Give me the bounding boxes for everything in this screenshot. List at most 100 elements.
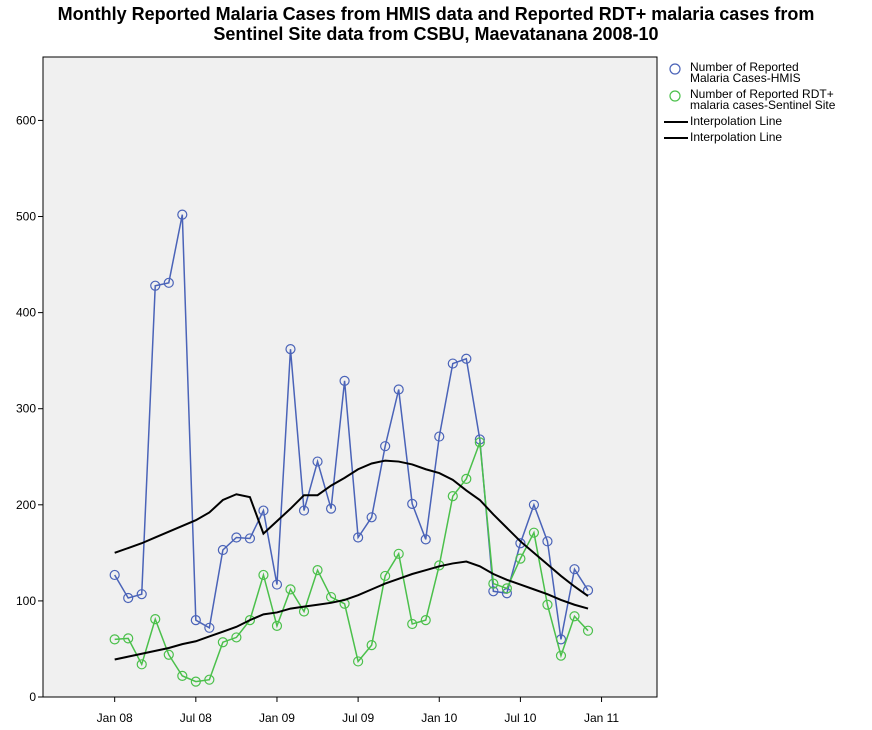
data-point xyxy=(434,431,445,442)
data-point xyxy=(325,591,337,603)
data-line xyxy=(114,442,589,683)
y-tick-label: 500 xyxy=(16,210,36,224)
data-point xyxy=(339,375,350,386)
legend-marker xyxy=(669,90,681,102)
data-point xyxy=(528,527,540,538)
data-point xyxy=(150,614,161,625)
data-point xyxy=(461,353,472,364)
data-point xyxy=(407,498,418,509)
legend-icon xyxy=(664,137,688,139)
data-point xyxy=(298,505,310,516)
data-point xyxy=(123,592,134,604)
data-point xyxy=(177,670,188,681)
chart-title: Monthly Reported Malaria Cases from HMIS… xyxy=(57,4,815,44)
legend-icon xyxy=(669,63,681,75)
data-point xyxy=(190,615,201,626)
x-tick-label: Jan 08 xyxy=(97,711,133,725)
data-point xyxy=(244,533,256,544)
legend-label: Interpolation Line xyxy=(690,114,783,128)
data-point xyxy=(380,441,391,452)
data-point xyxy=(393,548,404,559)
y-tick-label: 600 xyxy=(16,113,36,127)
data-point xyxy=(325,503,337,514)
data-point xyxy=(258,569,269,581)
legend-item: Interpolation Line xyxy=(664,130,869,144)
data-point xyxy=(177,209,188,220)
data-point xyxy=(380,570,391,582)
data-point xyxy=(271,579,283,590)
data-point xyxy=(150,280,161,291)
data-point xyxy=(217,637,228,648)
data-point xyxy=(420,534,431,545)
data-point xyxy=(312,565,323,576)
data-point xyxy=(515,538,526,549)
data-point xyxy=(393,384,404,395)
legend-icon xyxy=(664,121,688,123)
data-point xyxy=(136,659,147,670)
x-tick-label: Jan 10 xyxy=(421,711,457,725)
x-tick-label: Jul 08 xyxy=(180,711,212,725)
data-point xyxy=(109,634,120,645)
x-tick-label: Jan 09 xyxy=(259,711,295,725)
legend-item: Interpolation Line xyxy=(664,114,869,128)
data-point xyxy=(542,536,553,547)
data-point xyxy=(258,505,269,516)
interpolation-line xyxy=(114,560,589,661)
data-point xyxy=(569,564,580,575)
data-point xyxy=(353,532,364,543)
data-point xyxy=(109,569,120,581)
data-point xyxy=(353,656,364,667)
interpolation-line xyxy=(114,459,589,597)
data-point xyxy=(312,456,323,467)
legend: Number of Reported Malaria Cases-HMIS Num… xyxy=(664,60,869,148)
data-point xyxy=(582,585,594,596)
legend-item: Number of Reported RDT+ malaria cases-Se… xyxy=(664,87,869,112)
legend-label: Number of Reported Malaria Cases-HMIS xyxy=(690,60,801,85)
data-point xyxy=(488,578,499,589)
data-point xyxy=(136,589,147,600)
data-point xyxy=(366,512,377,523)
data-point xyxy=(515,553,526,564)
y-tick-label: 200 xyxy=(16,498,36,512)
data-point xyxy=(231,532,242,543)
data-point xyxy=(163,277,174,288)
data-point xyxy=(271,620,283,631)
y-tick-label: 0 xyxy=(29,690,36,704)
data-point xyxy=(447,491,458,502)
data-point xyxy=(569,611,580,622)
data-point xyxy=(204,674,215,685)
x-tick-label: Jul 10 xyxy=(504,711,536,725)
legend-label: Number of Reported RDT+ malaria cases-Se… xyxy=(690,87,836,112)
data-point xyxy=(555,650,567,661)
data-point xyxy=(461,473,472,484)
legend-label: Interpolation Line xyxy=(690,130,783,144)
data-point xyxy=(542,599,553,610)
legend-marker xyxy=(669,63,681,75)
data-point xyxy=(204,622,215,633)
data-point xyxy=(285,584,296,595)
legend-item: Number of Reported Malaria Cases-HMIS xyxy=(664,60,869,85)
data-point xyxy=(474,437,485,448)
y-tick-label: 400 xyxy=(16,306,36,320)
x-tick-label: Jan 11 xyxy=(584,711,619,725)
data-point xyxy=(217,544,228,556)
data-point xyxy=(447,358,458,369)
data-point xyxy=(366,640,377,651)
data-point xyxy=(501,583,512,594)
data-point xyxy=(231,632,242,643)
data-point xyxy=(163,649,174,660)
x-tick-label: Jul 09 xyxy=(342,711,374,725)
data-point xyxy=(285,344,296,355)
legend-icon xyxy=(669,90,681,102)
data-point xyxy=(244,615,256,626)
data-point xyxy=(190,676,201,687)
data-point xyxy=(528,499,540,510)
data-point xyxy=(488,586,499,597)
data-point xyxy=(582,625,594,636)
data-point xyxy=(407,618,418,630)
data-point xyxy=(123,633,134,644)
y-tick-label: 100 xyxy=(16,594,36,608)
y-tick-label: 300 xyxy=(16,402,36,416)
